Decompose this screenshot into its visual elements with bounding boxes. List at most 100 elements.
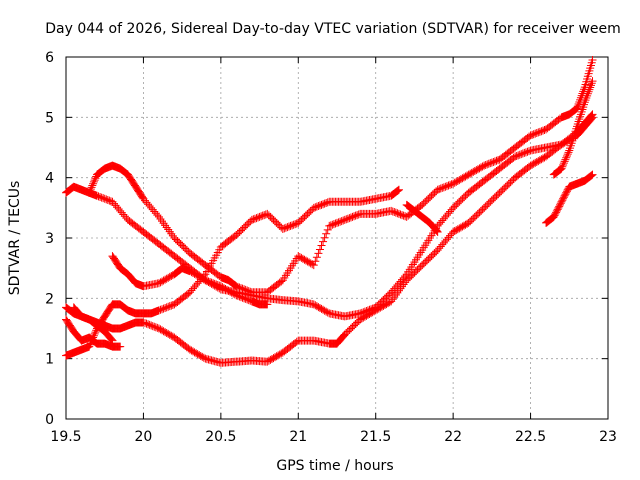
data-point (587, 171, 596, 180)
data-point (580, 98, 589, 107)
x-tick-label: 23 (599, 429, 617, 445)
y-axis-label: SDTVAR / TECUs (7, 181, 23, 296)
data-point (585, 85, 594, 94)
x-tick-label: 19.5 (50, 429, 81, 445)
data-point (159, 219, 168, 228)
data-point (89, 177, 98, 186)
data-point (164, 225, 173, 234)
series (69, 303, 117, 345)
x-tick-label: 20.5 (205, 429, 236, 445)
data-point (581, 96, 590, 105)
data-point (91, 174, 100, 183)
data-point (584, 87, 593, 96)
data-point (586, 171, 595, 180)
data-point (165, 227, 174, 236)
data-point (156, 214, 165, 223)
data-point (582, 94, 591, 103)
data-point (574, 100, 583, 109)
data-point (393, 288, 402, 297)
data-point (106, 334, 115, 343)
data-point (562, 151, 571, 160)
data-point (85, 188, 94, 197)
plot-points (62, 56, 597, 367)
data-point (161, 221, 170, 230)
data-point (586, 83, 595, 92)
data-point (432, 226, 441, 235)
x-tick-label: 21.5 (360, 429, 391, 445)
data-point (85, 342, 94, 351)
data-point (154, 212, 163, 221)
data-point (562, 153, 571, 162)
data-point (88, 181, 97, 190)
data-point (433, 227, 442, 236)
data-point (387, 297, 396, 306)
data-point (90, 176, 99, 185)
y-tick-label: 3 (45, 231, 54, 247)
data-point (588, 170, 597, 179)
data-point (322, 229, 331, 238)
data-point (586, 81, 595, 90)
data-point (162, 223, 171, 232)
y-tick-label: 1 (45, 352, 54, 368)
data-point (583, 91, 592, 100)
data-point (86, 185, 95, 194)
data-point (107, 335, 116, 344)
data-point (167, 229, 176, 238)
data-point (90, 329, 99, 338)
x-tick-label: 21 (289, 429, 307, 445)
data-point (588, 77, 597, 86)
series (108, 252, 272, 309)
y-tick-label: 4 (45, 171, 54, 187)
data-point (263, 300, 272, 309)
data-point (317, 241, 326, 250)
data-point (557, 164, 566, 173)
data-point (587, 79, 596, 88)
data-point (91, 328, 100, 337)
data-point (573, 102, 582, 111)
series (549, 77, 597, 179)
data-point (158, 217, 167, 226)
data-point (311, 257, 320, 266)
y-tick-label: 2 (45, 291, 54, 307)
data-point (309, 261, 318, 270)
data-point (393, 186, 402, 195)
chart-title: Day 044 of 2026, Sidereal Day-to-day VTE… (45, 21, 621, 37)
data-point (432, 227, 441, 236)
data-point (319, 237, 328, 246)
data-point (588, 113, 597, 122)
x-axis: 19.5 20 20.5 21 21.5 22 22.5 23 (50, 57, 617, 445)
y-tick-label: 0 (45, 412, 54, 428)
data-point (573, 104, 582, 113)
series (85, 56, 597, 297)
data-point (587, 114, 596, 123)
data-point (561, 155, 570, 164)
x-axis-label: GPS time / hours (276, 458, 393, 474)
data-point (116, 342, 125, 351)
data-point (388, 295, 397, 304)
x-tick-label: 22.5 (515, 429, 546, 445)
data-point (558, 162, 567, 171)
data-point (588, 56, 597, 65)
data-point (390, 293, 399, 302)
data-point (563, 150, 572, 159)
x-tick-label: 22 (444, 429, 462, 445)
series (542, 170, 597, 227)
data-point (394, 185, 403, 194)
data-point (560, 157, 569, 166)
data-point (312, 253, 321, 262)
data-point (586, 115, 595, 124)
y-tick-label: 5 (45, 110, 54, 126)
series (62, 185, 403, 360)
data-point (583, 89, 592, 98)
data-point (87, 183, 96, 192)
x-tick-label: 20 (135, 429, 153, 445)
data-point (559, 160, 568, 169)
y-axis: 0 1 2 3 4 5 6 (45, 50, 608, 428)
data-point (401, 272, 410, 281)
data-point (108, 336, 117, 345)
data-point (323, 225, 332, 234)
series (62, 315, 125, 351)
data-point (564, 148, 573, 157)
data-point (89, 179, 98, 188)
data-point (315, 245, 324, 254)
